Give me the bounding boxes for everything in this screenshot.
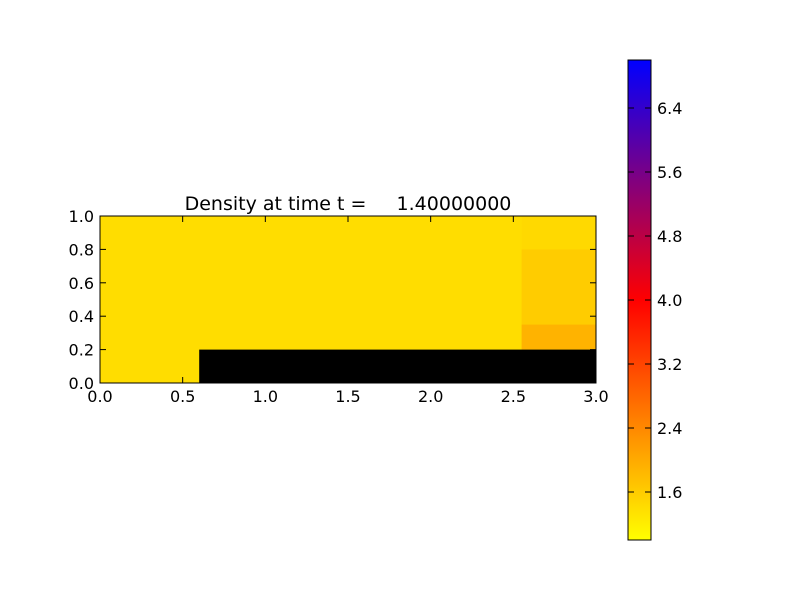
colorbar-tick-label: 3.2	[657, 355, 682, 374]
x-tick-label: 1.0	[253, 387, 278, 406]
x-tick-label: 0.5	[170, 387, 195, 406]
colorbar-tick-label: 4.0	[657, 291, 682, 310]
x-tick-label: 2.5	[501, 387, 526, 406]
x-tick-label: 0.0	[87, 387, 112, 406]
x-axis: 0.0 0.5 1.0 1.5 2.0 2.5 3.0	[87, 216, 609, 406]
colorbar-tick-label: 5.6	[657, 163, 682, 182]
x-tick-label: 1.5	[335, 387, 360, 406]
shock-region-3	[521, 216, 596, 250]
x-tick-label: 3.0	[583, 387, 608, 406]
shock-region-2	[521, 249, 596, 325]
plot-area	[100, 216, 596, 383]
y-tick-label: 0.4	[69, 307, 94, 326]
y-axis: 0.0 0.2 0.4 0.6 0.8 1.0	[69, 207, 596, 393]
colorbar-axis: 1.6 2.4 3.2 4.0 4.8 5.6 6.4	[628, 99, 682, 502]
y-tick-label: 0.8	[69, 240, 94, 259]
y-tick-label: 0.6	[69, 274, 94, 293]
shock-region-1	[521, 324, 596, 350]
chart-title: Density at time t = 1.40000000	[185, 193, 512, 215]
colorbar-tick-label: 1.6	[657, 483, 682, 502]
colorbar-tick-label: 6.4	[657, 99, 682, 118]
step-obstacle	[199, 349, 596, 383]
x-tick-label: 2.0	[418, 387, 443, 406]
colorbar-tick-label: 4.8	[657, 227, 682, 246]
colorbar-tick-label: 2.4	[657, 419, 682, 438]
y-tick-label: 1.0	[69, 207, 94, 226]
y-tick-label: 0.0	[69, 374, 94, 393]
y-tick-label: 0.2	[69, 341, 94, 360]
